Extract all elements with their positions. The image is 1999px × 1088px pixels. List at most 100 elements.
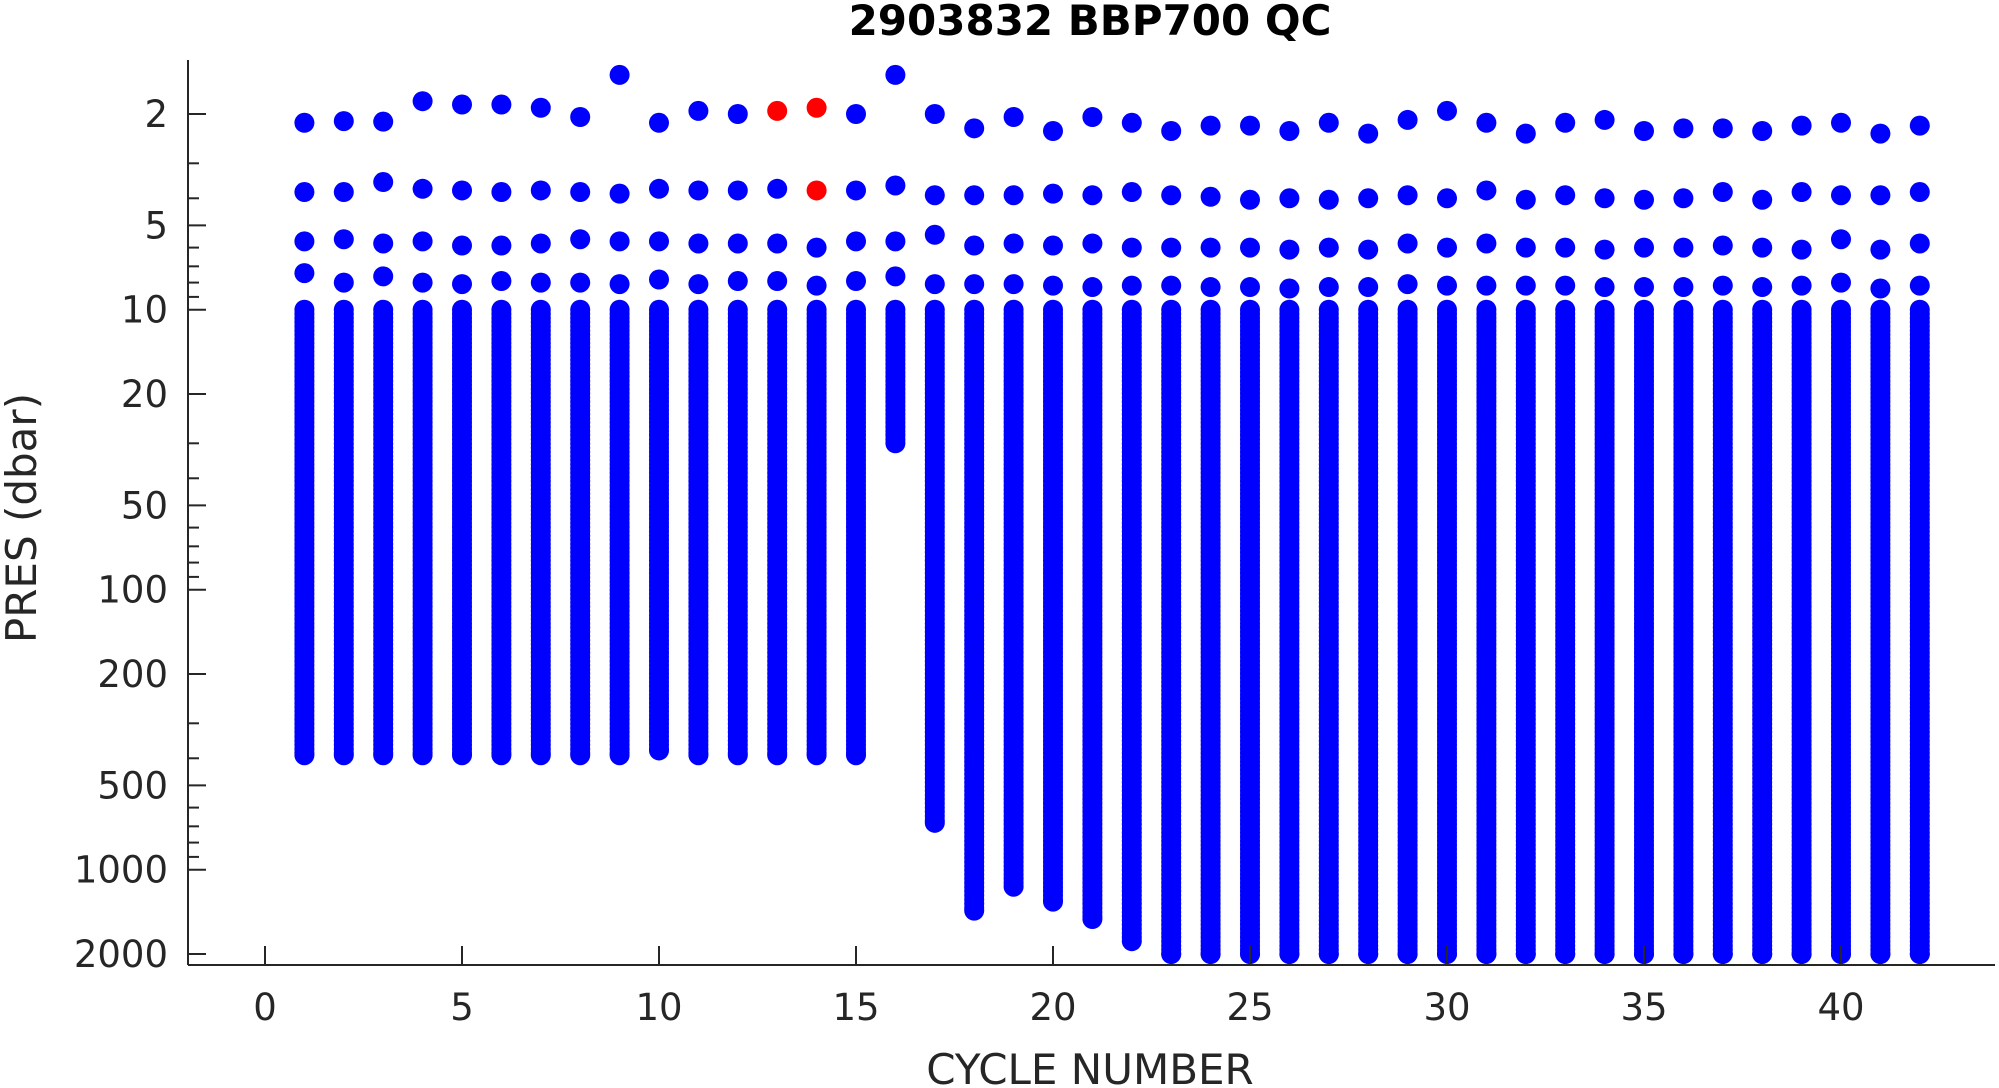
data-point [491,182,512,203]
data-point [1515,123,1536,144]
data-point [1121,931,1142,952]
data-point [1161,185,1182,206]
data-point [924,274,945,295]
data-point [1673,188,1694,209]
data-point [1712,275,1733,296]
data-point [846,231,866,252]
data-point [1594,944,1615,964]
data-point [530,272,551,293]
data-point [373,111,394,132]
data-point [727,104,748,124]
data-point [964,900,985,921]
data-point [1003,274,1024,295]
data-point [1555,185,1576,206]
data-point [649,178,669,199]
data-point [649,740,669,761]
data-point [609,745,630,766]
data-point [1594,109,1615,130]
data-point [570,272,591,293]
data-point [1515,237,1536,258]
data-point [1437,275,1457,296]
data-point [846,271,866,292]
data-point [767,745,788,766]
data-point [1161,275,1182,296]
data-point [688,745,709,766]
data-point [1712,118,1733,139]
data-point [1200,115,1221,136]
data-point [294,112,315,133]
data-point [688,233,709,254]
data-point [570,745,591,766]
data-point [1397,274,1418,295]
data-point [727,233,748,254]
data-point [1712,944,1733,964]
data-point [1594,239,1615,260]
data-point [1634,277,1654,298]
data-point [1752,189,1773,210]
data-point [885,433,906,454]
data-point [373,745,394,766]
data-point [609,274,630,295]
data-point [373,266,394,287]
data-point [1161,120,1182,141]
data-point [1712,182,1733,203]
data-point [1634,237,1654,258]
data-point [1555,944,1576,964]
data-point [1121,237,1142,258]
data-point [806,180,827,201]
data-point [964,235,985,256]
data-point [1712,235,1733,256]
data-point [1594,188,1615,209]
data-point [964,274,985,295]
data-point [570,229,591,250]
data-point [530,180,551,201]
data-point [727,180,748,201]
data-point [806,97,827,118]
data-point [1397,944,1418,964]
data-point [1555,237,1576,258]
data-point [491,94,512,115]
data-point [806,237,827,258]
data-point [373,233,394,254]
data-point [294,231,315,252]
data-point [1555,275,1576,296]
data-point [1082,185,1103,206]
data-point [1082,107,1103,128]
data-point [688,274,709,295]
data-point [1673,118,1694,139]
data-point [1121,112,1142,133]
data-point [1240,237,1260,258]
data-point [1397,185,1418,206]
data-point [1358,123,1379,144]
data-point [727,271,748,292]
data-point [964,185,985,206]
data-point [452,274,472,295]
data-point [1634,120,1654,141]
data-point [688,180,709,201]
data-point [1673,277,1694,298]
data-point [530,745,551,766]
data-point [1752,237,1773,258]
data-point [1752,277,1773,298]
data-point [1318,189,1339,210]
data-point [1121,275,1142,296]
data-point [1437,237,1457,258]
data-point [767,178,788,199]
data-point [1397,109,1418,130]
data-point [530,97,551,118]
data-point [1594,277,1615,298]
data-point [1121,182,1142,203]
data-point [1003,233,1024,254]
data-point [412,231,433,252]
chart-title: 2903832 BBP700 QC [849,0,1332,45]
data-point [1476,233,1497,254]
data-point [294,745,315,766]
data-point [846,180,866,201]
data-point [1358,188,1379,209]
data-point [1082,909,1103,930]
data-point [1752,120,1773,141]
data-point [1476,180,1497,201]
data-point [412,91,433,112]
data-point [1279,944,1300,964]
data-point [1200,277,1221,298]
